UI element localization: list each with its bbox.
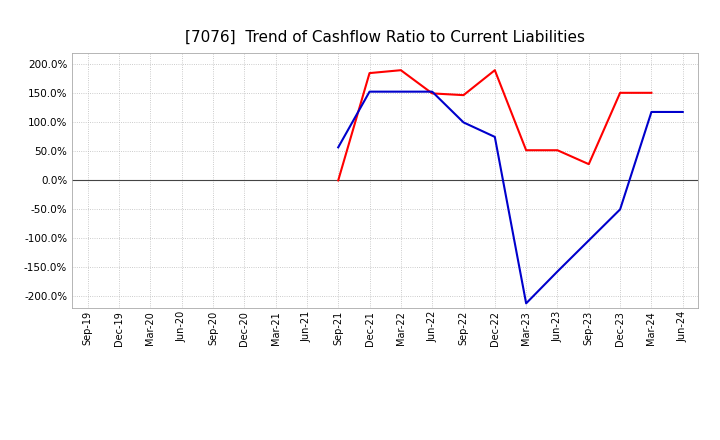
Title: [7076]  Trend of Cashflow Ratio to Current Liabilities: [7076] Trend of Cashflow Ratio to Curren… xyxy=(185,29,585,45)
